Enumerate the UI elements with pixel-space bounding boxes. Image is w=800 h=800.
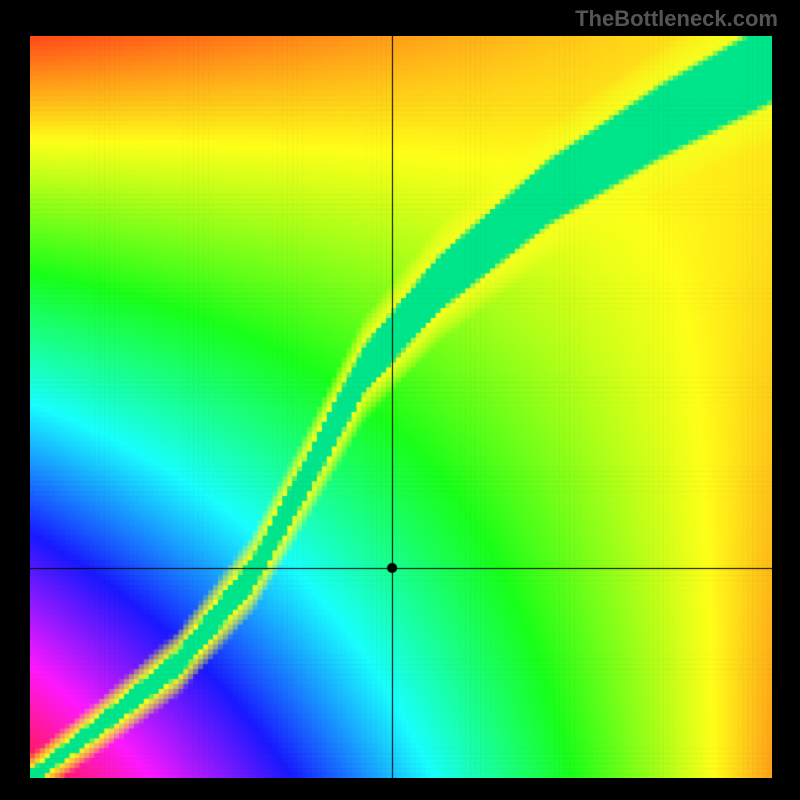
watermark-text: TheBottleneck.com	[575, 6, 778, 32]
bottleneck-heatmap	[30, 36, 772, 778]
